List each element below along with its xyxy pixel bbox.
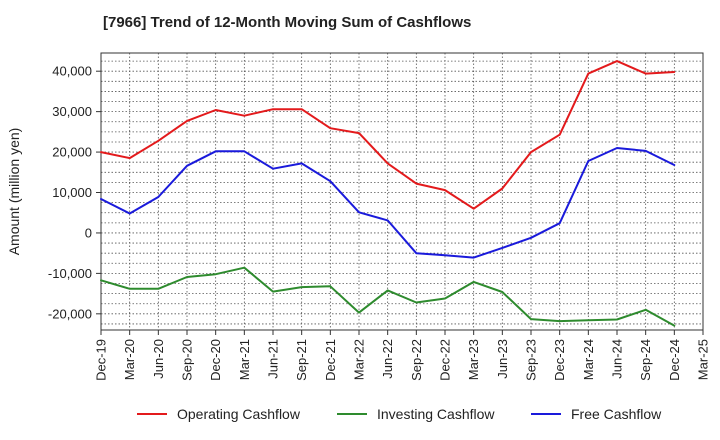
y-tick-label: 10,000 (52, 185, 92, 200)
x-tick-label: Sep-20 (180, 339, 195, 381)
x-tick-label: Dec-23 (552, 339, 567, 381)
x-tick-label: Mar-22 (352, 339, 367, 380)
y-tick-label: -10,000 (48, 266, 92, 281)
y-tick-label: 0 (85, 225, 92, 240)
x-tick-label: Sep-22 (409, 339, 424, 381)
x-tick-label: Dec-22 (438, 339, 453, 381)
x-tick-label: Dec-20 (208, 339, 223, 381)
y-tick-label: 20,000 (52, 145, 92, 160)
x-tick-label: Jun-24 (610, 339, 625, 379)
x-tick-label: Mar-20 (122, 339, 137, 380)
x-tick-label: Dec-19 (94, 339, 109, 381)
x-tick-label: Jun-23 (495, 339, 510, 379)
plot-frame (100, 52, 704, 331)
x-tick-label: Mar-23 (466, 339, 481, 380)
x-tick-label: Jun-22 (380, 339, 395, 379)
x-tick-layer: Dec-19 Mar-20 Jun-20 Sep-20 Dec-20 Mar-21 Jun-… (94, 330, 711, 381)
legend-swatch-free (531, 413, 561, 415)
x-tick-label: Jun-21 (266, 339, 281, 379)
grid-layer (101, 53, 703, 330)
legend-item-investing: Investing Cashflow (337, 402, 495, 426)
legend-label-operating: Operating Cashflow (177, 406, 300, 422)
x-tick-label: Dec-21 (323, 339, 338, 381)
legend-item-free: Free Cashflow (531, 402, 661, 426)
x-tick-label: Sep-24 (638, 339, 653, 381)
series-line-investing (100, 266, 676, 327)
chart-title: [7966] Trend of 12-Month Moving Sum of C… (103, 14, 472, 31)
legend-label-investing: Investing Cashflow (377, 406, 495, 422)
x-tick-label: Sep-23 (524, 339, 539, 381)
series-line-operating (100, 60, 676, 210)
x-tick-label: Mar-21 (237, 339, 252, 380)
x-tick-label: Dec-24 (667, 339, 682, 381)
legend: Operating Cashflow Investing Cashflow Fr… (0, 402, 720, 426)
y-tick-label: -20,000 (48, 306, 92, 321)
x-tick-label: Mar-25 (696, 339, 711, 380)
y-axis-label: Amount (million yen) (6, 128, 22, 256)
y-tick-label: 30,000 (52, 104, 92, 119)
legend-label-free: Free Cashflow (571, 406, 662, 422)
x-tick-label: Mar-24 (581, 339, 596, 380)
legend-item-operating: Operating Cashflow (137, 402, 300, 426)
series-line-free (100, 147, 676, 259)
x-tick-label: Sep-21 (294, 339, 309, 381)
y-tick-label: 40,000 (52, 64, 92, 79)
x-tick-label: Jun-20 (151, 339, 166, 379)
legend-swatch-operating (137, 413, 167, 415)
series-layer (100, 60, 676, 327)
legend-swatch-investing (337, 413, 367, 415)
y-tick-layer: -20,000 -10,000 0 10,000 20,000 30,000 40,000 (48, 64, 101, 321)
